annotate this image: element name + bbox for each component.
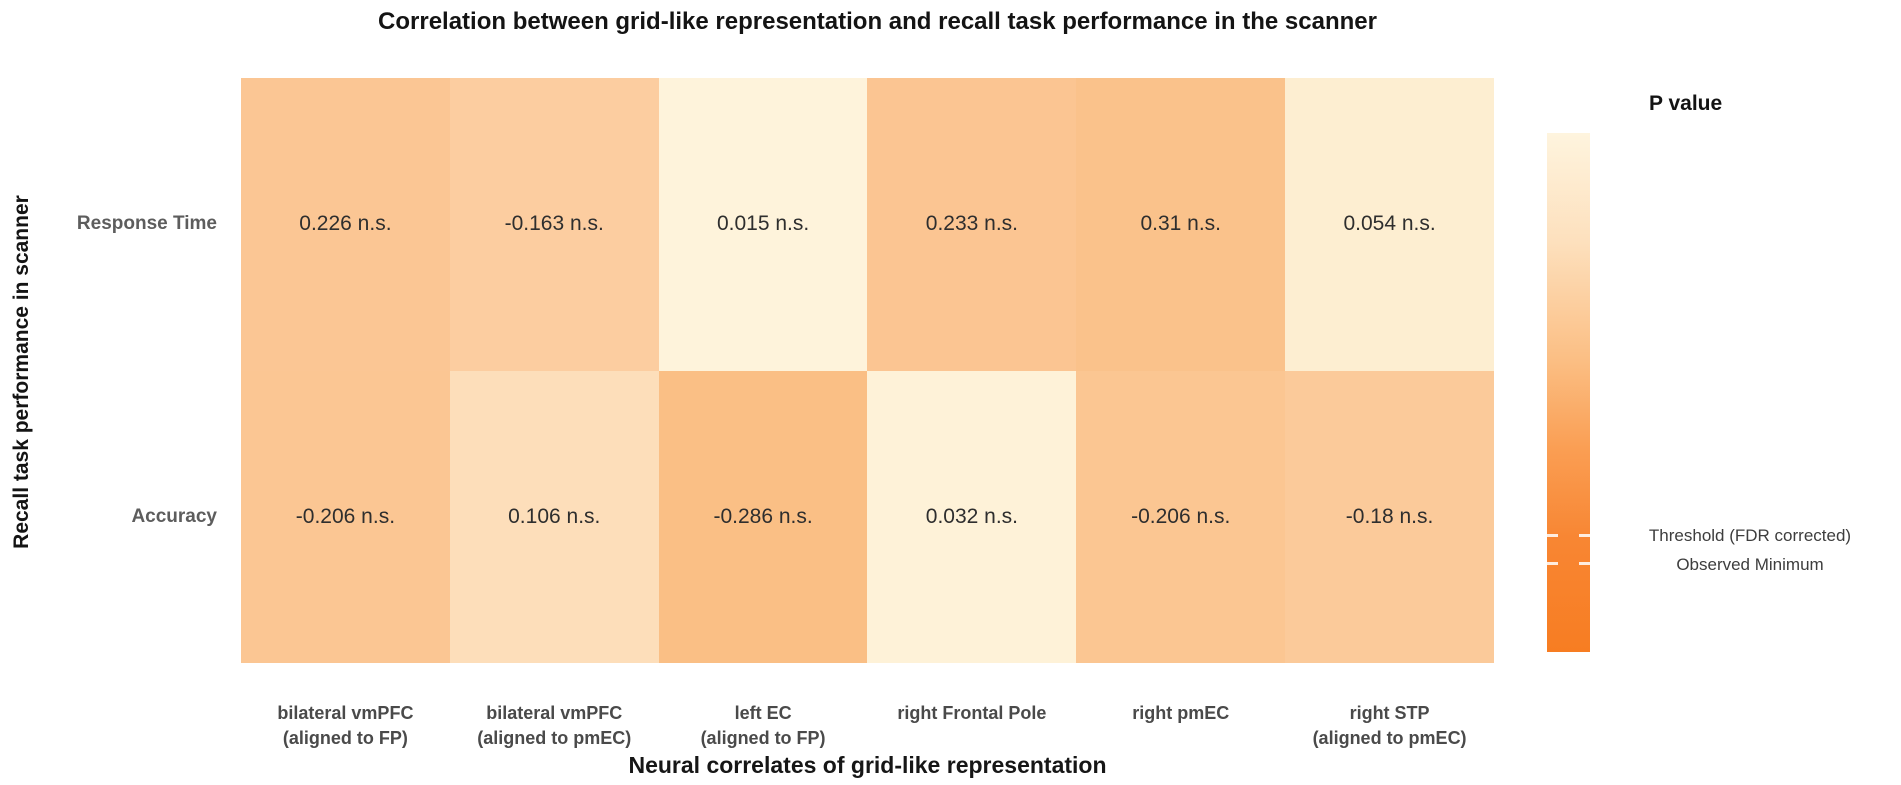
heatmap-cell: -0.163 n.s. xyxy=(449,78,659,371)
heatmap-cell: 0.31 n.s. xyxy=(1076,78,1286,371)
heatmap-cell: 0.106 n.s. xyxy=(449,370,659,663)
row-label-response-time: Response Time xyxy=(76,213,217,235)
y-axis-tick-labels: Response Time Accuracy xyxy=(0,78,229,663)
heatmap-cell: -0.286 n.s. xyxy=(658,370,868,663)
col-label-line1: bilateral vmPFC xyxy=(277,703,414,723)
col-label: right STP (aligned to pmEC) xyxy=(1285,701,1494,751)
row-label-accuracy: Accuracy xyxy=(131,505,217,527)
heatmap-cell: -0.206 n.s. xyxy=(1076,370,1286,663)
heatmap-cell: 0.233 n.s. xyxy=(867,78,1077,371)
chart-title: Correlation between grid-like representa… xyxy=(378,8,1377,35)
col-label-line1: right STP xyxy=(1349,703,1430,723)
heatmap-cell: -0.18 n.s. xyxy=(1285,370,1494,663)
heatmap-cell: 0.054 n.s. xyxy=(1285,78,1494,371)
col-label-line2: (aligned to pmEC) xyxy=(1312,728,1467,748)
legend-colorbar xyxy=(1547,133,1590,652)
heatmap-grid: 0.226 n.s. -0.163 n.s. 0.015 n.s. 0.233 n.s… xyxy=(241,78,1494,663)
heatmap-cell: -0.206 n.s. xyxy=(241,370,450,663)
col-label-line1: left EC xyxy=(734,703,792,723)
col-label: bilateral vmPFC (aligned to FP) xyxy=(241,701,450,751)
col-label: left EC (aligned to FP) xyxy=(659,701,868,751)
legend-tick-threshold xyxy=(1547,534,1558,537)
col-label-line2: (aligned to FP) xyxy=(282,728,408,748)
col-label: right Frontal Pole xyxy=(867,701,1076,751)
col-label: right pmEC xyxy=(1076,701,1285,751)
col-label-line1: right Frontal Pole xyxy=(897,703,1047,723)
col-label: bilateral vmPFC (aligned to pmEC) xyxy=(450,701,659,751)
legend-label-threshold: Threshold (FDR corrected) xyxy=(1648,526,1852,545)
x-axis-title: Neural correlates of grid-like represent… xyxy=(628,752,1107,778)
heatmap-cell: 0.015 n.s. xyxy=(658,78,868,371)
legend-title: P value xyxy=(1649,92,1723,115)
col-label-line2: (aligned to FP) xyxy=(700,728,826,748)
legend-tick-label-block: Threshold (FDR corrected) Observed Minim… xyxy=(1600,521,1900,579)
col-label-line1: bilateral vmPFC xyxy=(486,703,623,723)
heatmap-cell: 0.032 n.s. xyxy=(867,370,1077,663)
col-label-line1: right pmEC xyxy=(1132,703,1230,723)
legend-tick-observed-minimum xyxy=(1547,562,1558,565)
x-axis-tick-labels: bilateral vmPFC (aligned to FP) bilatera… xyxy=(241,701,1494,751)
col-label-line2: (aligned to pmEC) xyxy=(477,728,632,748)
heatmap-cell: 0.226 n.s. xyxy=(241,78,450,371)
legend-label-observed-minimum: Observed Minimum xyxy=(1676,555,1824,574)
legend-tick-threshold xyxy=(1579,534,1590,537)
legend-tick-observed-minimum xyxy=(1579,562,1590,565)
